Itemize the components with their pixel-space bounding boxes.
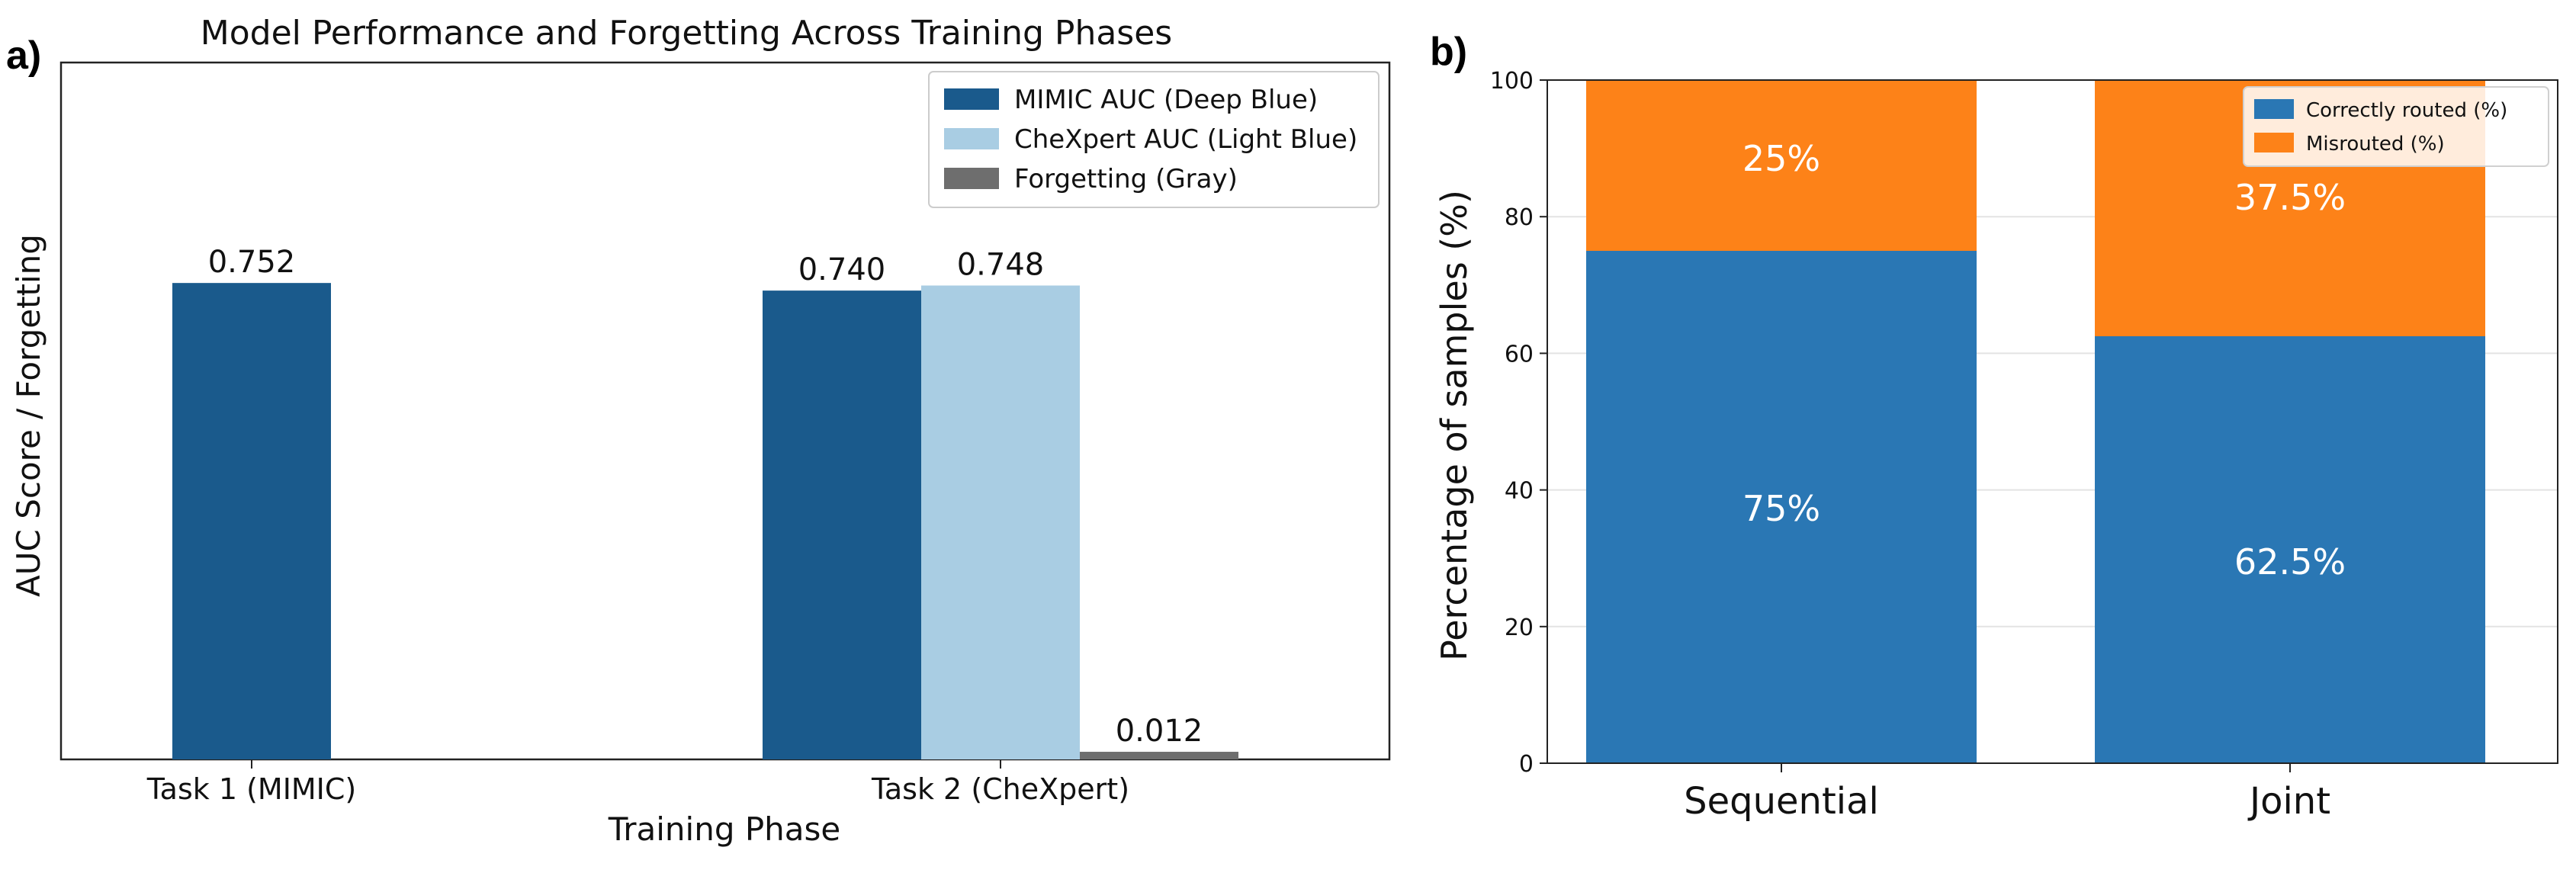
legend-label: MIMIC AUC (Deep Blue): [1014, 85, 1318, 115]
y-tick-label: 80: [1505, 204, 1534, 231]
legend-label: CheXpert AUC (Light Blue): [1014, 124, 1357, 155]
legend-swatch: [944, 168, 999, 189]
data-label: 0.012: [1116, 714, 1203, 749]
chart-a-title: Model Performance and Forgetting Across …: [201, 14, 1172, 53]
bar-mimic-1: [172, 283, 331, 759]
legend-label: Misrouted (%): [2306, 133, 2445, 156]
y-tick-label: 100: [1490, 68, 1534, 95]
data-label: 37.5%: [2234, 177, 2346, 218]
data-label: 62.5%: [2234, 541, 2346, 583]
data-label: 25%: [1742, 138, 1820, 179]
y-tick-label: 0: [1519, 751, 1534, 778]
bar-correct-joint: [2095, 336, 2485, 763]
data-label: 0.752: [208, 245, 296, 280]
chart-a-ylabel: AUC Score / Forgetting: [10, 234, 47, 597]
chart-a-xlabel: Training Phase: [608, 810, 840, 848]
legend-box: [928, 71, 1380, 208]
bar-misrouted-sequential: [1586, 80, 1977, 251]
y-tick-label: 40: [1505, 478, 1534, 505]
x-tick-label: Task 2 (CheXpert): [871, 772, 1129, 806]
chart-a-plot-frame: [59, 61, 1391, 761]
x-tick-label: Sequential: [1684, 780, 1879, 823]
chart-panel-a: a) Model Performance and Forgetting Acro…: [6, 14, 1391, 848]
legend-label: Forgetting (Gray): [1014, 164, 1238, 194]
panel-a-letter: a): [6, 34, 41, 78]
legend-swatch: [944, 128, 999, 149]
bar-correct-sequential: [1586, 251, 1977, 763]
bar-chexpert-2: [921, 285, 1080, 760]
data-label: 0.748: [957, 247, 1045, 282]
data-label: 75%: [1742, 488, 1820, 529]
y-tick-label: 20: [1505, 615, 1534, 641]
bar-mimic-2: [763, 290, 921, 759]
chart-a-legend: MIMIC AUC (Deep Blue) CheXpert AUC (Light…: [928, 71, 1380, 208]
legend-box: [2243, 86, 2549, 167]
bar-forgetting-2: [1080, 752, 1238, 759]
chart-b-legend: Correctly routed (%) Misrouted (%): [2243, 86, 2549, 167]
y-tick-label: 60: [1505, 341, 1534, 367]
data-label: 0.740: [798, 252, 886, 287]
x-tick-label: Task 1 (MIMIC): [146, 772, 357, 806]
legend-label: Correctly routed (%): [2306, 99, 2507, 122]
legend-swatch: [2254, 133, 2294, 152]
legend-swatch: [944, 88, 999, 110]
legend-swatch: [2254, 99, 2294, 119]
chart-panel-b: b) Percentage of samples (%) 75% 25% 62.5%…: [1430, 30, 2558, 823]
panel-b-letter: b): [1430, 30, 1467, 74]
chart-b-plot-frame: [1547, 79, 2558, 764]
x-tick-label: Joint: [2247, 780, 2330, 823]
chart-b-ylabel: Percentage of samples (%): [1434, 190, 1475, 661]
